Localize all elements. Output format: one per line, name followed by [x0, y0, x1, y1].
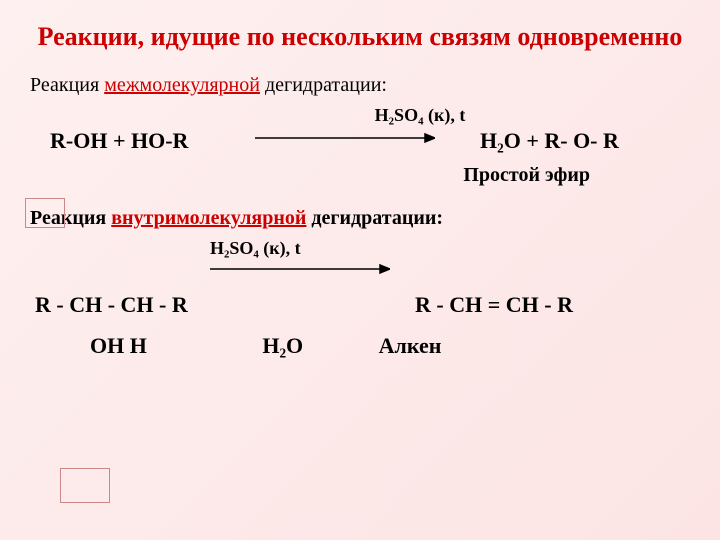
marker-box-2 — [60, 468, 110, 503]
reaction2-bottom-left: OH H — [90, 333, 147, 358]
reaction1-highlight: межмолекулярной — [104, 74, 260, 96]
reaction2-highlight: внутримолекулярной — [111, 207, 306, 229]
reaction2-condition: H₂SO₄ (к), t — [210, 238, 690, 259]
marker-box-1 — [25, 198, 65, 228]
reaction2-bottom-mid: H₂O — [262, 333, 303, 358]
reaction1-left: R-OH + HO-R — [50, 128, 250, 154]
reaction1-prefix: Реакция — [30, 74, 104, 96]
reaction2-bottom-right: Алкен — [379, 333, 442, 358]
reaction2-equation: R - CH - CH - R R - CH = CH - R — [30, 292, 690, 318]
reaction1-suffix: дегидратации — [260, 74, 381, 96]
reaction2-bottom-row: OH H H₂O Алкен — [30, 333, 690, 359]
reaction2-arrow — [210, 261, 690, 282]
reaction2-left: R - CH - CH - R — [35, 292, 415, 318]
reaction1-right: H₂O + R- O- R — [480, 128, 619, 154]
reaction2-right: R - CH = CH - R — [415, 292, 573, 318]
reaction1-subtitle: Реакция межмолекулярной дегидратации: — [30, 74, 690, 97]
reaction2-subtitle: Реакция внутримолекулярной дегидратации: — [30, 207, 690, 230]
reaction1-product-label: Простой эфир — [30, 164, 590, 187]
reaction1-equation: R-OH + HO-R H₂O + R- O- R — [30, 128, 690, 154]
slide-title: Реакции, идущие по нескольким связям одн… — [30, 20, 690, 54]
reaction1-arrow — [255, 128, 435, 154]
reaction1-condition: H₂SO₄ (к), t — [150, 105, 690, 126]
